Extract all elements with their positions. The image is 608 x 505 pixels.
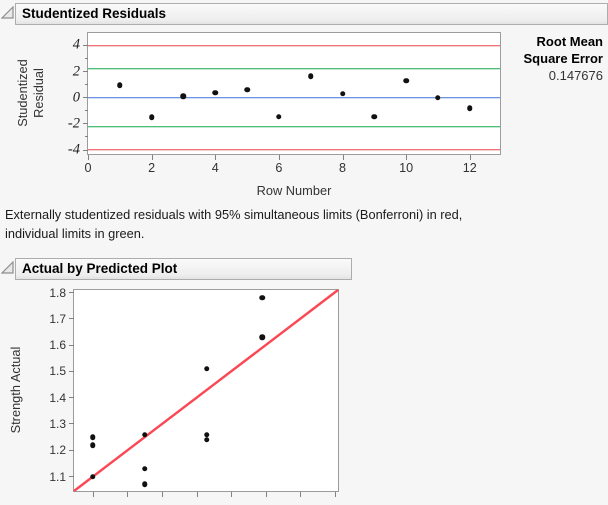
y-tick-label: 1.2 bbox=[49, 443, 66, 458]
y-tick-label: 1.3 bbox=[49, 416, 66, 431]
reference-line bbox=[88, 45, 500, 47]
x-tick-mark bbox=[151, 155, 153, 160]
x-tick-label: 10 bbox=[399, 161, 414, 175]
y-tick-mark bbox=[83, 97, 88, 99]
x-tick-mark bbox=[265, 492, 267, 497]
disclosure-triangle-icon[interactable] bbox=[1, 261, 14, 274]
data-point[interactable] bbox=[403, 77, 409, 84]
x-tick-mark bbox=[162, 492, 163, 497]
panel-header-studentized-residuals[interactable]: Studentized Residuals bbox=[15, 3, 608, 25]
panel-title: Actual by Predicted Plot bbox=[22, 261, 178, 276]
x-tick-mark bbox=[469, 155, 471, 160]
data-point[interactable] bbox=[204, 431, 210, 438]
x-tick-label: 4 bbox=[211, 161, 219, 175]
reference-line bbox=[88, 67, 500, 70]
data-point[interactable] bbox=[141, 431, 148, 438]
data-point[interactable] bbox=[204, 366, 210, 372]
y-axis-title-strength-actual: Strength Actual bbox=[8, 346, 23, 434]
data-point[interactable] bbox=[276, 113, 282, 120]
residuals-plot-area[interactable]: 4 2 0 -2 -4 0 2 4 6 8 10 12 bbox=[68, 32, 501, 175]
y-tick-label: 0 bbox=[72, 89, 80, 106]
data-point[interactable] bbox=[180, 93, 187, 100]
y-tick-mark bbox=[69, 318, 74, 320]
residuals-note-text: Externally studentized residuals with 95… bbox=[5, 207, 463, 241]
data-point[interactable] bbox=[371, 113, 378, 120]
y-tick-mark bbox=[69, 449, 74, 451]
data-point[interactable] bbox=[259, 295, 265, 301]
x-tick-label: 6 bbox=[275, 161, 283, 175]
data-point[interactable] bbox=[339, 91, 346, 97]
panel-title: Studentized Residuals bbox=[22, 6, 167, 21]
data-point[interactable] bbox=[148, 114, 155, 121]
data-point[interactable] bbox=[90, 473, 96, 480]
y-tick-mark bbox=[69, 423, 74, 425]
data-point[interactable] bbox=[259, 334, 265, 341]
x-tick-mark bbox=[127, 492, 129, 497]
rmse-label-line1: Root Mean bbox=[536, 34, 603, 49]
data-point[interactable] bbox=[204, 437, 210, 443]
y-tick-mark bbox=[69, 344, 74, 346]
data-point[interactable] bbox=[90, 442, 96, 448]
y-tick-mark bbox=[83, 123, 88, 125]
rmse-block: Root Mean Square Error 0.147676 bbox=[463, 33, 603, 85]
panel-header-actual-by-predicted[interactable]: Actual by Predicted Plot bbox=[15, 258, 352, 280]
x-tick-label: 12 bbox=[462, 161, 477, 175]
data-point[interactable] bbox=[467, 105, 473, 111]
reference-line bbox=[88, 148, 500, 151]
y-tick-label: 4 bbox=[72, 36, 80, 53]
y-tick-label: -2 bbox=[67, 115, 80, 132]
y-tick-mark bbox=[69, 292, 74, 294]
y-tick-label: -4 bbox=[67, 141, 80, 158]
data-point[interactable] bbox=[117, 82, 123, 89]
y-minor-tick-mark bbox=[85, 84, 88, 86]
fit-line bbox=[74, 290, 338, 491]
x-tick-mark bbox=[278, 155, 280, 160]
data-point[interactable] bbox=[212, 89, 218, 96]
y-axis-title-studentized-residual: Studentized Residual bbox=[15, 59, 46, 127]
y-tick-mark bbox=[83, 149, 88, 151]
x-tick-mark bbox=[334, 492, 336, 497]
y-tick-mark bbox=[69, 370, 74, 372]
x-tick-label: 0 bbox=[84, 161, 92, 175]
reference-line bbox=[88, 126, 500, 128]
y-tick-mark bbox=[69, 397, 74, 399]
y-tick-label: 1.6 bbox=[49, 338, 66, 353]
x-tick-mark bbox=[231, 492, 233, 497]
y-tick-label: 1.4 bbox=[49, 390, 66, 405]
y-tick-label: 1.1 bbox=[49, 469, 66, 484]
data-point[interactable] bbox=[141, 465, 148, 472]
x-tick-label: 8 bbox=[339, 161, 347, 175]
y-minor-tick-mark bbox=[85, 58, 88, 59]
data-point[interactable] bbox=[90, 434, 96, 440]
data-point[interactable] bbox=[307, 73, 314, 79]
x-tick-mark bbox=[88, 155, 89, 160]
y-tick-label: 1.8 bbox=[49, 285, 66, 300]
actual-by-predicted-plot-area[interactable]: 1.8 1.7 1.6 1.5 1.4 1.3 1.2 1.1 bbox=[49, 286, 339, 497]
x-tick-mark bbox=[342, 155, 344, 160]
x-tick-label: 2 bbox=[148, 161, 156, 175]
y-minor-tick-mark bbox=[85, 110, 88, 112]
x-axis-title-row-number: Row Number bbox=[256, 183, 332, 198]
x-tick-mark bbox=[406, 155, 408, 160]
rmse-label-line2: Square Error bbox=[523, 51, 603, 66]
y-tick-mark bbox=[83, 71, 88, 73]
y-minor-tick-mark bbox=[85, 136, 88, 138]
y-tick-label: 2 bbox=[72, 63, 80, 80]
data-point[interactable] bbox=[244, 87, 250, 93]
data-point[interactable] bbox=[435, 95, 441, 101]
rmse-value: 0.147676 bbox=[548, 68, 603, 83]
y-tick-label: 1.5 bbox=[49, 364, 66, 379]
data-point[interactable] bbox=[141, 481, 148, 488]
y-tick-mark bbox=[69, 476, 74, 478]
disclosure-triangle-icon[interactable] bbox=[1, 6, 14, 19]
x-tick-mark bbox=[196, 492, 198, 497]
y-tick-label: 1.7 bbox=[49, 311, 66, 326]
x-tick-mark bbox=[300, 492, 302, 497]
x-tick-mark bbox=[92, 492, 94, 497]
reference-line bbox=[88, 97, 500, 99]
x-tick-mark bbox=[215, 155, 217, 160]
y-tick-mark bbox=[83, 44, 88, 46]
